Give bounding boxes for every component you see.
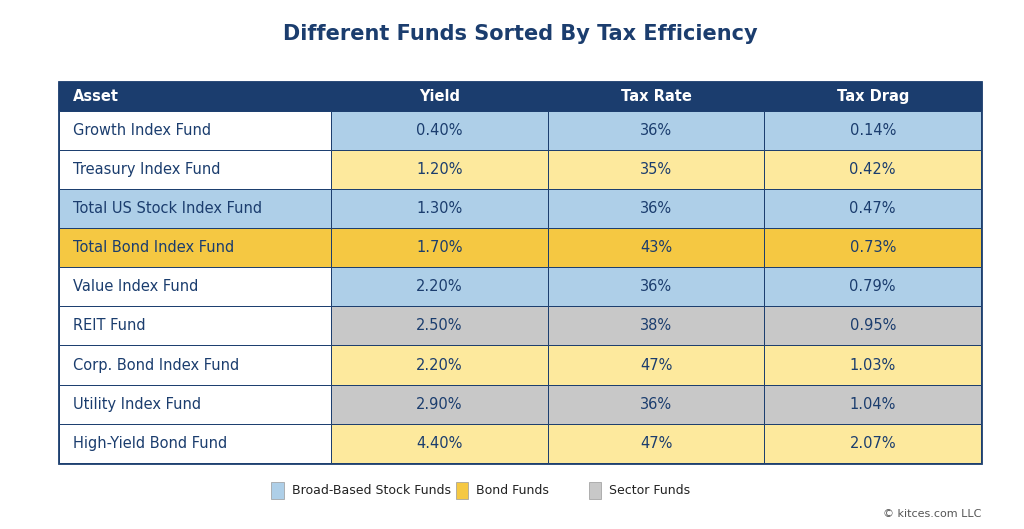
Text: 2.90%: 2.90% bbox=[417, 397, 463, 412]
Bar bbox=[59, 150, 331, 189]
Text: Utility Index Fund: Utility Index Fund bbox=[73, 397, 201, 412]
Bar bbox=[271, 482, 284, 499]
Bar bbox=[59, 82, 981, 463]
Text: 0.79%: 0.79% bbox=[850, 279, 896, 294]
Bar bbox=[59, 228, 331, 267]
Bar bbox=[764, 267, 981, 306]
Bar bbox=[331, 150, 548, 189]
Bar bbox=[59, 306, 331, 345]
Bar bbox=[456, 482, 468, 499]
Bar bbox=[59, 385, 331, 424]
Text: 4.40%: 4.40% bbox=[417, 436, 463, 451]
Text: 35%: 35% bbox=[640, 162, 672, 177]
Text: 47%: 47% bbox=[640, 436, 673, 451]
Text: 0.40%: 0.40% bbox=[417, 123, 463, 138]
Text: Different Funds Sorted By Tax Efficiency: Different Funds Sorted By Tax Efficiency bbox=[283, 24, 758, 44]
Bar bbox=[548, 82, 764, 111]
Text: Treasury Index Fund: Treasury Index Fund bbox=[73, 162, 220, 177]
Bar bbox=[331, 424, 548, 463]
Text: 2.20%: 2.20% bbox=[416, 279, 463, 294]
Bar bbox=[548, 306, 764, 345]
Text: 0.47%: 0.47% bbox=[850, 201, 896, 216]
Bar bbox=[764, 345, 981, 385]
Text: Growth Index Fund: Growth Index Fund bbox=[73, 123, 211, 138]
Bar bbox=[331, 82, 548, 111]
Text: 36%: 36% bbox=[640, 279, 672, 294]
Text: 2.50%: 2.50% bbox=[417, 318, 463, 333]
Bar bbox=[764, 82, 981, 111]
Bar bbox=[59, 424, 331, 463]
Text: Tax Rate: Tax Rate bbox=[621, 89, 691, 104]
Text: 1.03%: 1.03% bbox=[850, 358, 896, 372]
Text: REIT Fund: REIT Fund bbox=[73, 318, 145, 333]
Bar bbox=[548, 111, 764, 150]
Bar bbox=[59, 267, 331, 306]
Text: Value Index Fund: Value Index Fund bbox=[73, 279, 198, 294]
Text: Corp. Bond Index Fund: Corp. Bond Index Fund bbox=[73, 358, 239, 372]
Text: 43%: 43% bbox=[640, 240, 672, 255]
Bar bbox=[331, 345, 548, 385]
Text: Total US Stock Index Fund: Total US Stock Index Fund bbox=[73, 201, 262, 216]
Text: 1.04%: 1.04% bbox=[850, 397, 896, 412]
Text: 2.20%: 2.20% bbox=[416, 358, 463, 372]
Bar bbox=[764, 424, 981, 463]
Bar bbox=[331, 228, 548, 267]
Bar bbox=[331, 111, 548, 150]
Bar bbox=[548, 189, 764, 228]
Bar bbox=[331, 267, 548, 306]
Text: High-Yield Bond Fund: High-Yield Bond Fund bbox=[73, 436, 227, 451]
Text: 36%: 36% bbox=[640, 123, 672, 138]
Bar bbox=[59, 345, 331, 385]
Text: Sector Funds: Sector Funds bbox=[609, 485, 690, 497]
Text: 0.73%: 0.73% bbox=[850, 240, 896, 255]
Text: 38%: 38% bbox=[640, 318, 672, 333]
Text: 47%: 47% bbox=[640, 358, 673, 372]
Text: Asset: Asset bbox=[73, 89, 119, 104]
Text: 0.14%: 0.14% bbox=[850, 123, 896, 138]
Text: © kitces.com LLC: © kitces.com LLC bbox=[883, 509, 981, 519]
Text: 0.42%: 0.42% bbox=[850, 162, 896, 177]
Text: 1.20%: 1.20% bbox=[417, 162, 463, 177]
Text: 36%: 36% bbox=[640, 201, 672, 216]
Bar bbox=[764, 189, 981, 228]
Bar bbox=[548, 228, 764, 267]
Text: Tax Drag: Tax Drag bbox=[837, 89, 909, 104]
Bar bbox=[331, 385, 548, 424]
Bar bbox=[548, 424, 764, 463]
Text: 2.07%: 2.07% bbox=[849, 436, 896, 451]
Bar bbox=[764, 385, 981, 424]
Bar bbox=[59, 82, 331, 111]
Bar bbox=[548, 345, 764, 385]
Text: Bond Funds: Bond Funds bbox=[476, 485, 549, 497]
Text: Broad-Based Stock Funds: Broad-Based Stock Funds bbox=[292, 485, 451, 497]
Bar bbox=[764, 150, 981, 189]
Text: Yield: Yield bbox=[419, 89, 460, 104]
Bar bbox=[331, 189, 548, 228]
Bar bbox=[764, 228, 981, 267]
Text: 1.70%: 1.70% bbox=[417, 240, 463, 255]
Bar bbox=[589, 482, 601, 499]
Text: 0.95%: 0.95% bbox=[850, 318, 896, 333]
Bar bbox=[548, 267, 764, 306]
Text: 1.30%: 1.30% bbox=[417, 201, 463, 216]
Text: 36%: 36% bbox=[640, 397, 672, 412]
Bar bbox=[548, 385, 764, 424]
Text: Total Bond Index Fund: Total Bond Index Fund bbox=[73, 240, 233, 255]
Bar bbox=[59, 189, 331, 228]
Bar bbox=[331, 306, 548, 345]
Bar bbox=[764, 306, 981, 345]
Bar bbox=[764, 111, 981, 150]
Bar bbox=[59, 111, 331, 150]
Bar bbox=[548, 150, 764, 189]
